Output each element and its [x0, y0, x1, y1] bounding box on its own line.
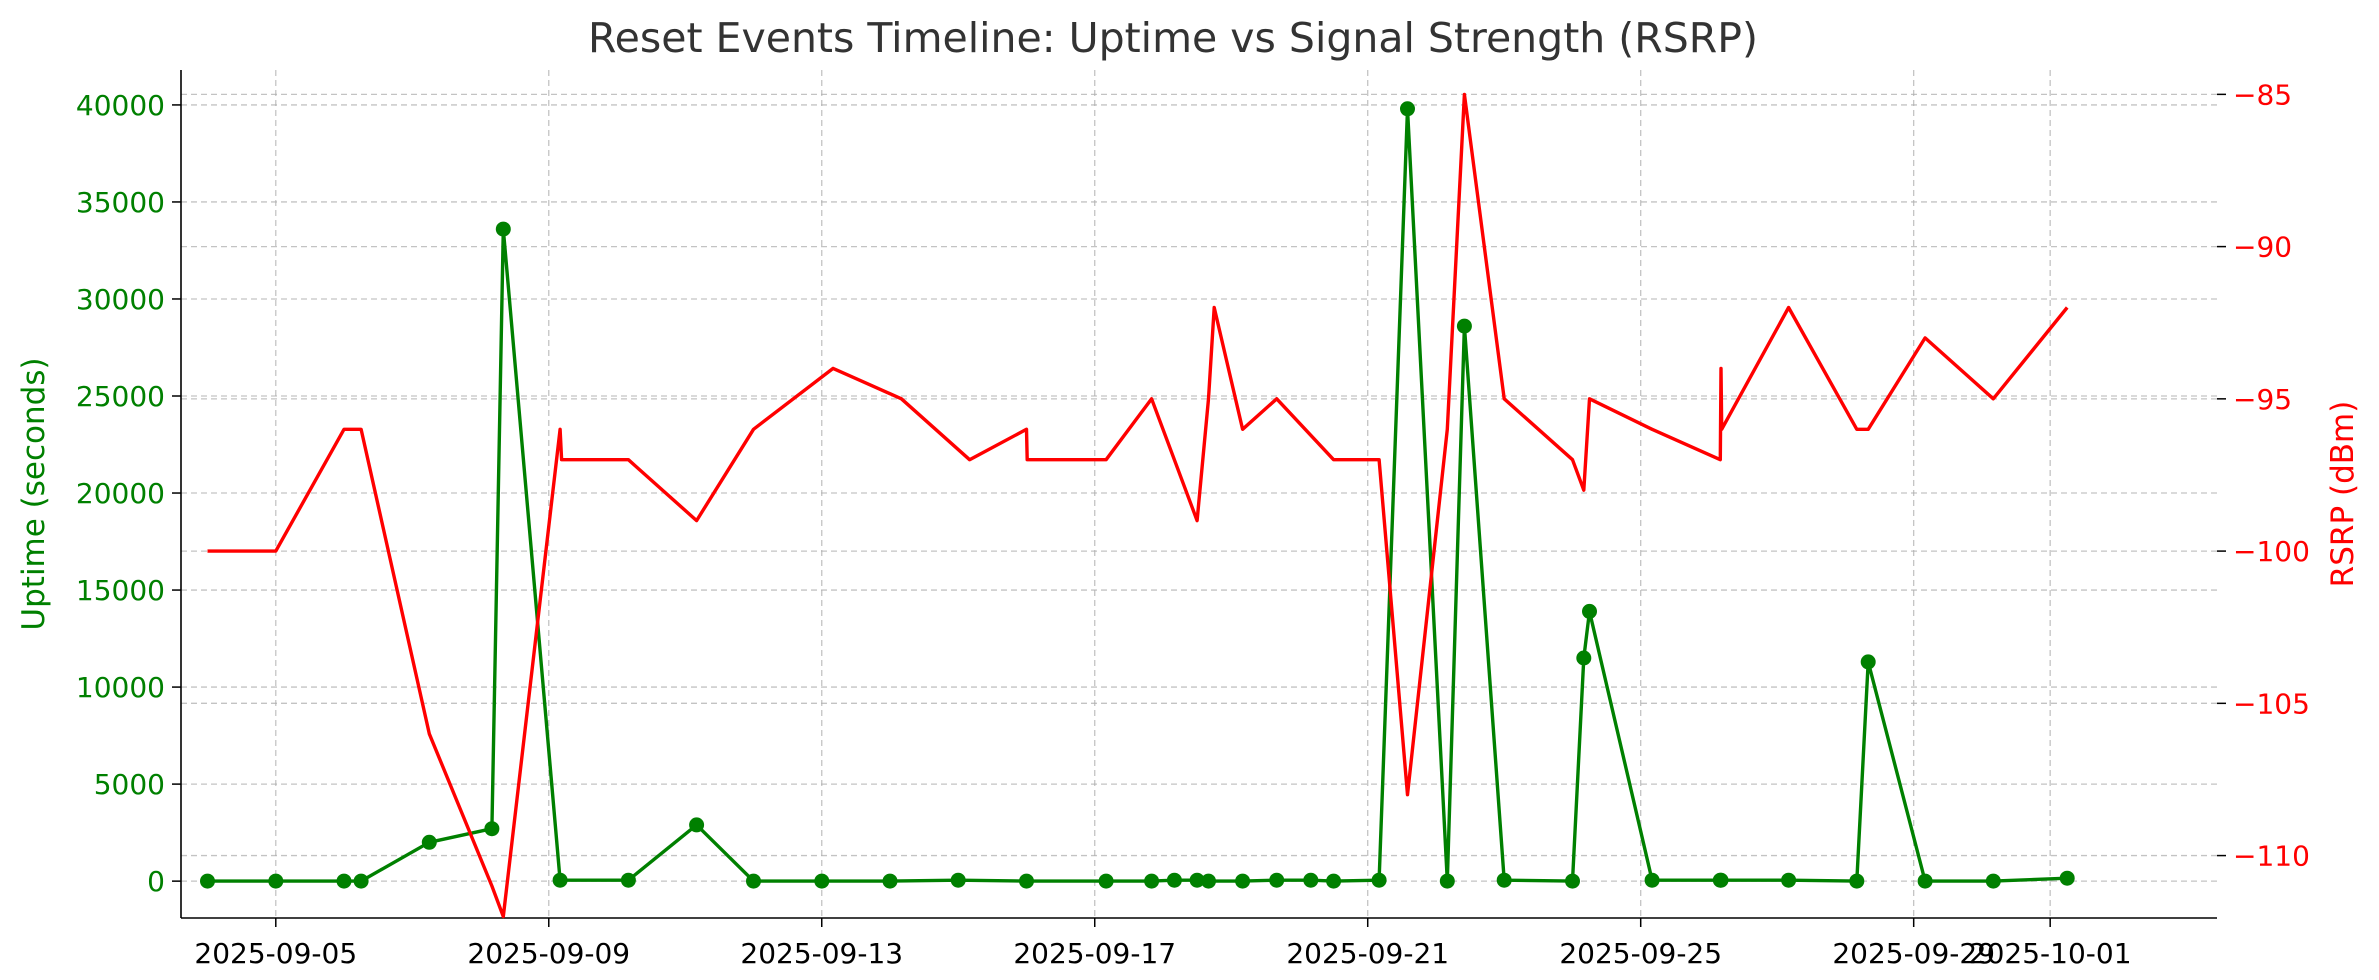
uptime-data-point	[200, 873, 215, 889]
right-axis-label: RSRP (dBm)	[2325, 401, 2361, 588]
chart-title: Reset Events Timeline: Uptime vs Signal …	[588, 14, 1758, 62]
uptime-data-point	[1781, 872, 1797, 888]
uptime-data-point	[353, 873, 369, 889]
uptime-data-point	[1019, 873, 1034, 889]
left-tick-label: 15000	[76, 574, 165, 607]
uptime-data-point	[814, 873, 830, 889]
x-tick-label: 2025-10-01	[1969, 937, 2132, 970]
uptime-data-point	[1860, 654, 1876, 670]
right-tick-label: −95	[2233, 383, 2292, 416]
x-tick-label: 2025-09-17	[1013, 937, 1176, 970]
x-tick-label: 2025-09-25	[1559, 937, 1722, 970]
uptime-data-point	[1235, 873, 1251, 889]
left-tick-label: 40000	[76, 89, 165, 122]
left-tick-label: 35000	[76, 186, 165, 219]
uptime-data-point	[1849, 873, 1865, 889]
right-axis-ticks: −85 −90 −95 −100 −105 −110	[2217, 78, 2310, 873]
uptime-data-point	[1144, 873, 1160, 889]
uptime-data-point	[1985, 873, 2001, 889]
uptime-data-point	[1400, 101, 1415, 117]
uptime-data-point	[1644, 872, 1660, 888]
uptime-data-point	[620, 872, 636, 888]
uptime-data-point	[1326, 873, 1342, 889]
series-layer	[200, 92, 2075, 919]
uptime-data-point	[1456, 318, 1472, 334]
uptime-data-point	[421, 834, 437, 850]
x-tick-label: 2025-09-21	[1286, 937, 1449, 970]
left-tick-label: 30000	[76, 283, 165, 316]
x-tick-label: 2025-09-05	[194, 937, 357, 970]
uptime-data-point	[1496, 872, 1512, 888]
uptime-data-point	[689, 817, 705, 833]
x-tick-label: 2025-09-13	[740, 937, 903, 970]
uptime-data-point	[1166, 872, 1182, 888]
uptime-data-point	[336, 873, 352, 889]
x-tick-label: 2025-09-29	[1832, 937, 1995, 970]
uptime-data-point	[1303, 872, 1319, 888]
right-tick-label: −110	[2233, 840, 2310, 873]
right-tick-label: −85	[2233, 78, 2292, 111]
uptime-data-point	[882, 873, 898, 889]
left-tick-label: 10000	[76, 671, 165, 704]
uptime-data-point	[1098, 873, 1114, 889]
grid	[181, 70, 2217, 918]
uptime-series-line	[207, 107, 2068, 883]
rsrp-series-line	[207, 92, 2069, 919]
left-axis-label: Uptime (seconds)	[16, 357, 52, 630]
left-tick-label: 5000	[94, 768, 165, 801]
uptime-data-point	[1565, 873, 1580, 889]
uptime-data-point	[1917, 873, 1933, 889]
left-tick-label: 0	[147, 865, 165, 898]
uptime-data-point	[1576, 650, 1592, 666]
left-tick-label: 20000	[76, 477, 165, 510]
uptime-data-point	[746, 873, 761, 889]
right-tick-label: −90	[2233, 231, 2292, 264]
x-axis-ticks: 2025-09-05 2025-09-09 2025-09-13 2025-09-17…	[194, 918, 2132, 970]
uptime-data-point	[1371, 872, 1387, 888]
right-tick-label: −105	[2233, 687, 2310, 720]
uptime-data-point	[1269, 872, 1285, 888]
x-tick-label: 2025-09-09	[467, 937, 630, 970]
right-tick-label: −100	[2233, 535, 2310, 568]
uptime-data-point	[2059, 870, 2075, 886]
uptime-data-point	[1713, 872, 1729, 888]
left-axis-ticks: 0 5000 10000 15000 20000 25000 30000 35000 40000	[76, 89, 181, 898]
uptime-data-point	[1189, 872, 1205, 888]
uptime-data-point	[484, 821, 500, 837]
axes	[180, 70, 2217, 919]
uptime-data-point	[268, 873, 284, 889]
left-tick-label: 25000	[76, 380, 165, 413]
uptime-data-point	[950, 872, 966, 888]
uptime-data-point	[552, 872, 568, 888]
uptime-data-point	[1201, 873, 1216, 889]
uptime-data-point	[1439, 873, 1455, 889]
uptime-data-point	[495, 221, 511, 237]
uptime-data-point	[1582, 603, 1597, 619]
